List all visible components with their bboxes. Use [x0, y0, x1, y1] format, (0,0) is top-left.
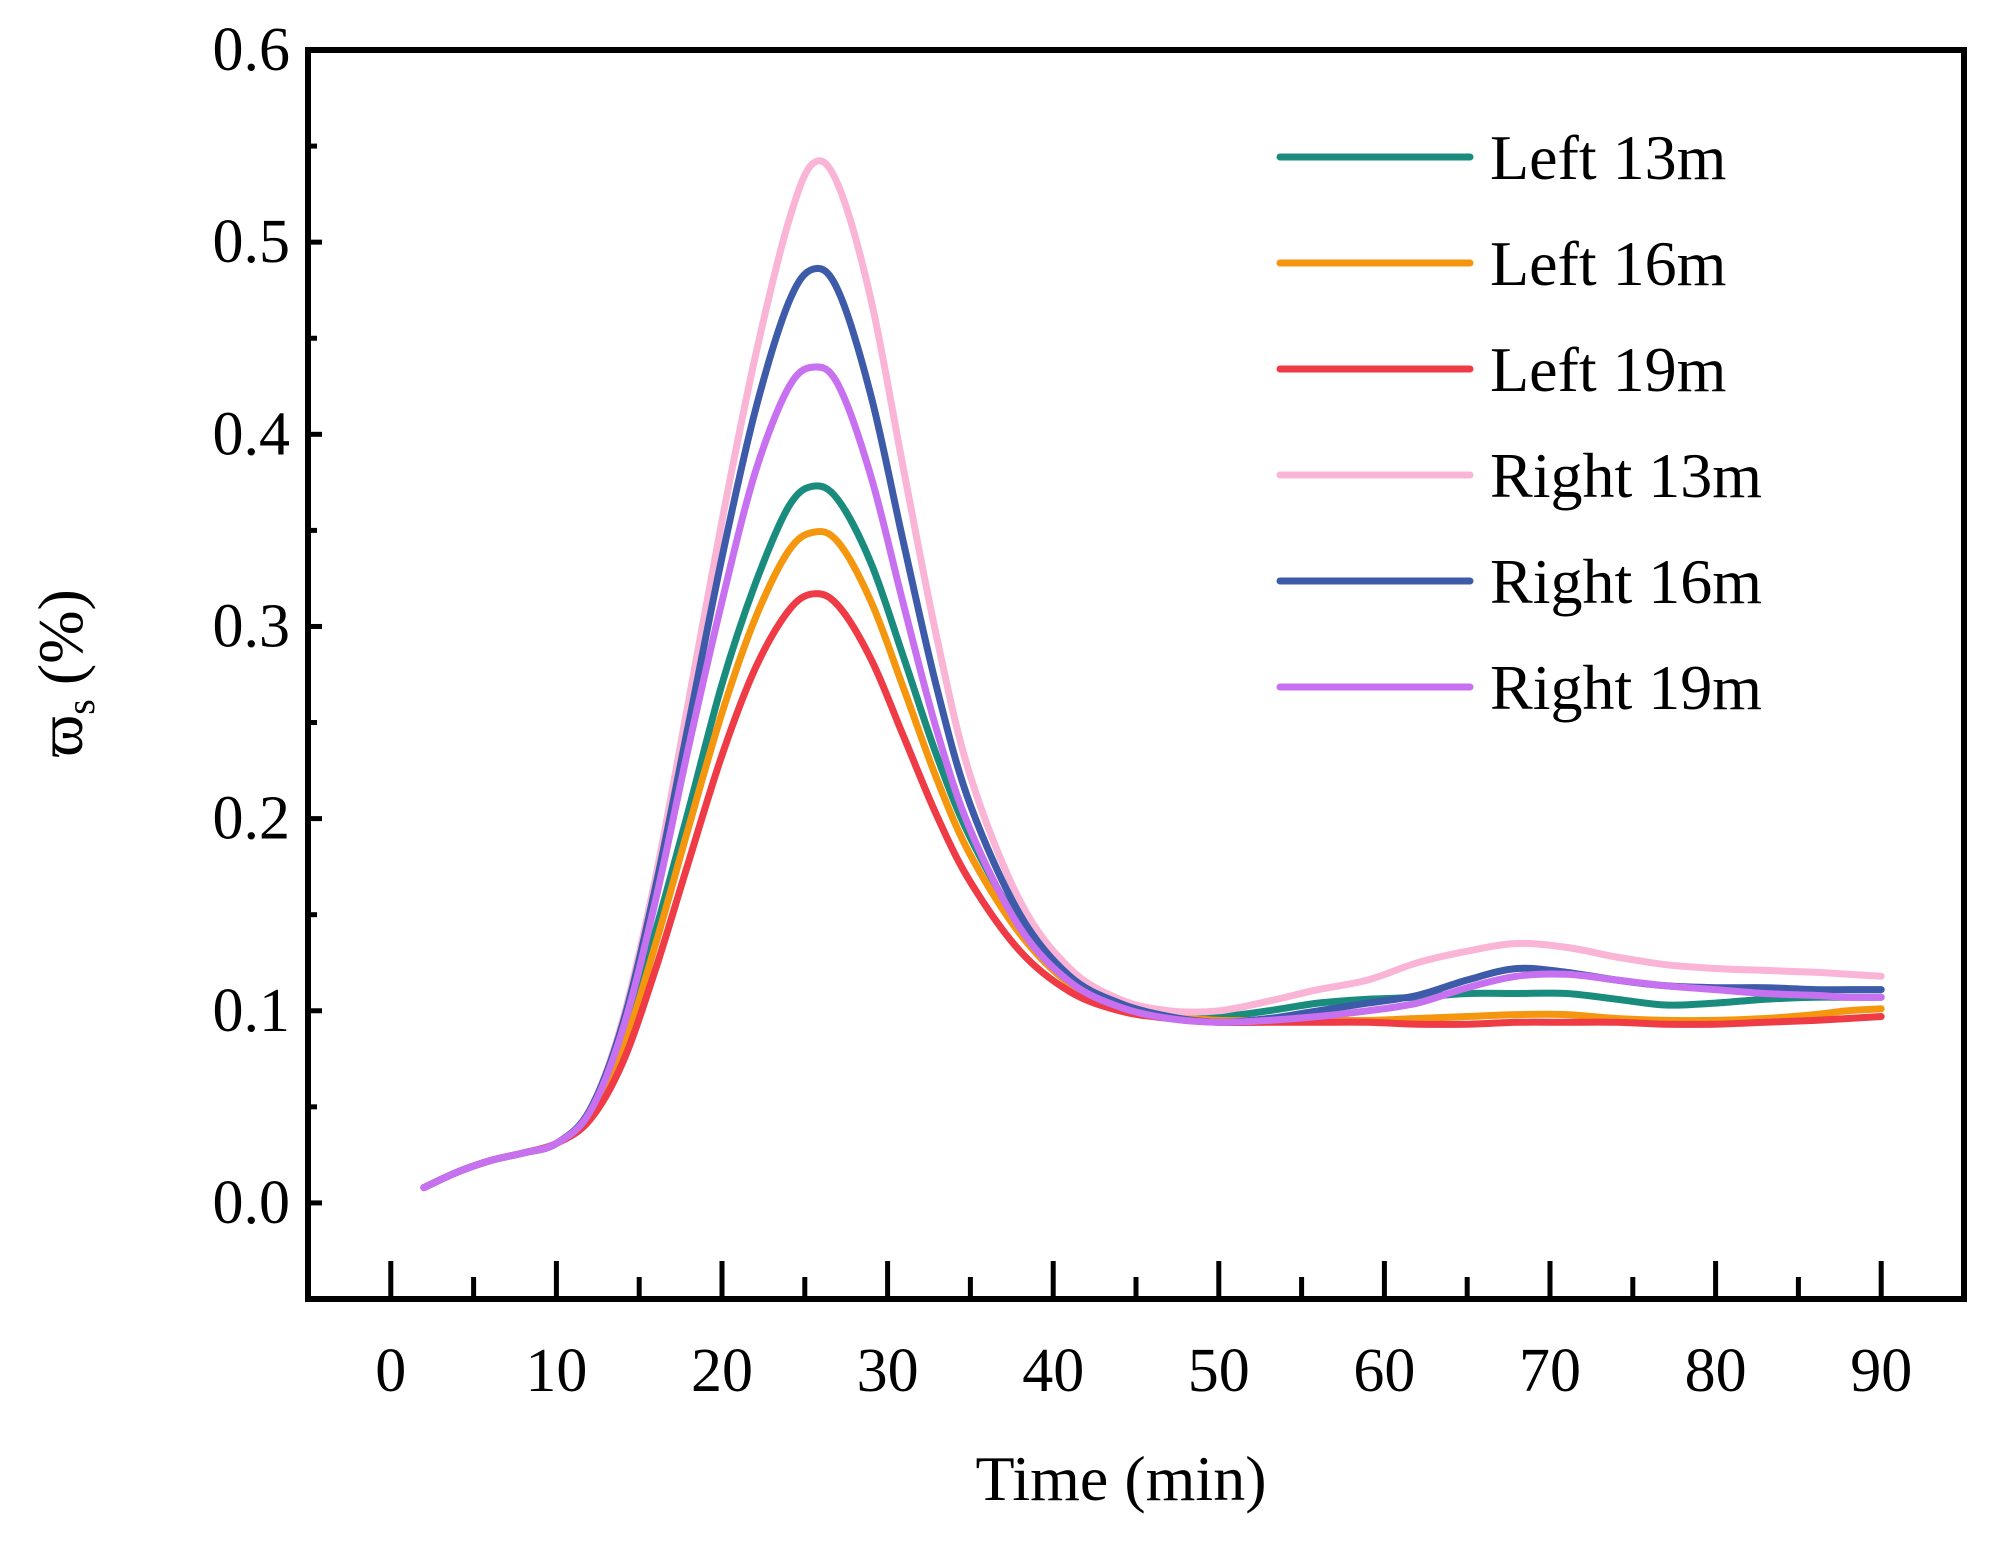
y-tick-label: 0.0	[213, 1169, 291, 1237]
legend-label-left-16m: Left 16m	[1490, 228, 1726, 299]
legend-label-left-19m: Left 19m	[1490, 334, 1726, 405]
y-axis-title: ϖs (%)	[25, 589, 103, 757]
x-tick-label: 10	[525, 1337, 587, 1405]
y-axis: 0.0 0.1 0.2 0.3 0.4 0.5 0.6	[213, 16, 322, 1237]
legend: Left 13m Left 16m Left 19m Right 13m Right 1…	[1276, 122, 1762, 723]
legend-label-right-16m: Right 16m	[1490, 546, 1762, 617]
x-tick-label: 60	[1353, 1337, 1415, 1405]
legend-label-right-19m: Right 19m	[1490, 652, 1762, 723]
x-tick-label: 50	[1188, 1337, 1250, 1405]
series-line-left-19m	[420, 590, 1885, 1192]
series-line-right-19m	[420, 363, 1885, 1192]
y-tick-label: 0.4	[213, 400, 291, 468]
series-line-right-16m	[420, 264, 1885, 1192]
x-tick-label: 30	[857, 1337, 919, 1405]
y-axis-symbol: ϖ	[25, 715, 96, 757]
y-axis-unit: (%)	[25, 589, 96, 685]
y-tick-label: 0.1	[213, 977, 291, 1045]
svg-text:ϖs(%): ϖs (%)	[25, 589, 103, 757]
y-axis-subscript: s	[58, 699, 103, 715]
x-tick-label: 40	[1022, 1337, 1084, 1405]
legend-label-left-13m: Left 13m	[1490, 122, 1726, 193]
x-tick-label: 20	[691, 1337, 753, 1405]
y-tick-label: 0.5	[213, 208, 291, 276]
y-tick-label: 0.2	[213, 785, 291, 853]
x-tick-label: 80	[1685, 1337, 1747, 1405]
y-tick-label: 0.6	[213, 16, 291, 84]
x-tick-label: 0	[375, 1337, 406, 1405]
x-axis-title: Time (min)	[976, 1443, 1267, 1514]
x-tick-label: 90	[1850, 1337, 1912, 1405]
legend-label-right-13m: Right 13m	[1490, 440, 1762, 511]
series-line-left-16m	[420, 528, 1885, 1192]
plot-lines	[420, 157, 1885, 1192]
x-axis: 0 10 20 30 40 50 60 70 80 90	[375, 1261, 1912, 1405]
y-tick-label: 0.3	[213, 592, 291, 660]
x-tick-label: 70	[1519, 1337, 1581, 1405]
